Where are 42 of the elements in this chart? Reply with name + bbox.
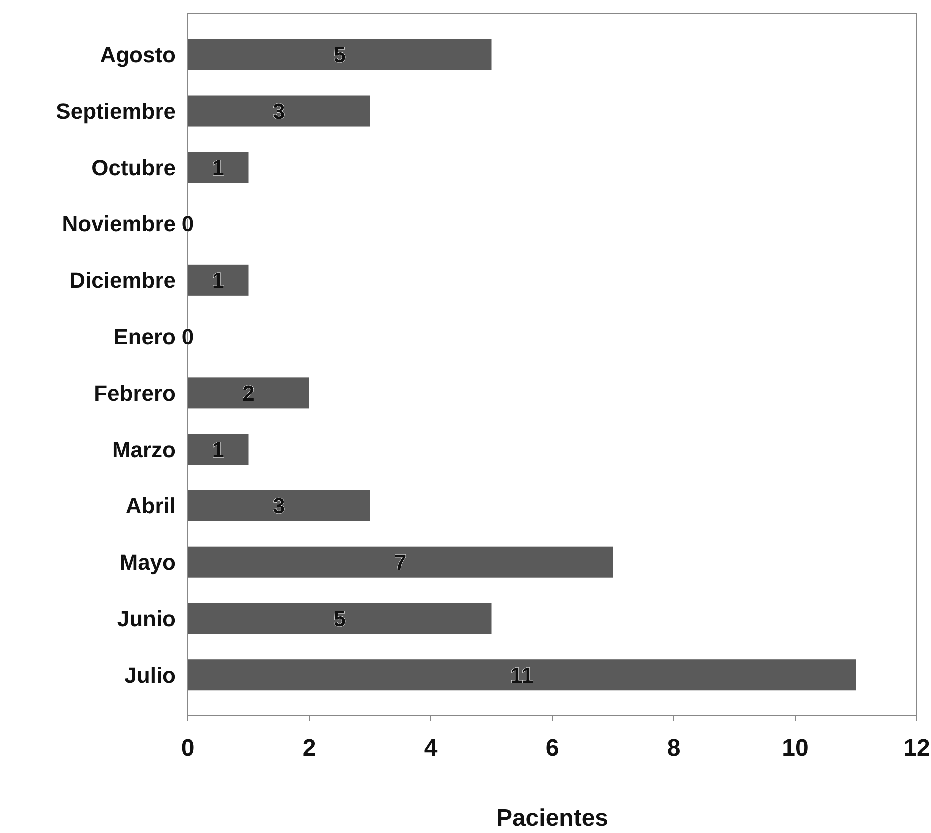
y-tick-label: Septiembre xyxy=(56,98,176,124)
data-label: 11 xyxy=(510,662,534,688)
y-tick-label: Marzo xyxy=(112,437,176,462)
y-tick-label: Enero xyxy=(114,324,176,350)
bar xyxy=(188,546,614,578)
data-label: 1 xyxy=(212,268,224,294)
y-tick-label: Febrero xyxy=(94,380,176,406)
data-label: 0 xyxy=(182,324,194,350)
data-label: 1 xyxy=(212,155,224,180)
bar xyxy=(188,434,249,466)
data-label: 3 xyxy=(273,494,286,519)
bar xyxy=(188,603,492,634)
x-tick-label: 6 xyxy=(546,735,560,762)
y-tick-label: Agosto xyxy=(100,42,176,68)
bar xyxy=(188,39,492,70)
x-tick-label: 2 xyxy=(302,735,316,762)
y-tick-label: Mayo xyxy=(120,550,176,576)
bar xyxy=(188,152,249,184)
bar xyxy=(188,378,310,409)
x-tick-label: 8 xyxy=(667,735,681,762)
data-label: 7 xyxy=(394,550,407,576)
x-axis-title: Pacientes xyxy=(496,805,609,832)
bar xyxy=(188,660,856,691)
data-label: 5 xyxy=(334,42,346,68)
y-tick-label: Octubre xyxy=(92,155,176,180)
x-tick-label: 4 xyxy=(424,735,438,762)
y-tick-label: Diciembre xyxy=(70,268,176,294)
y-tick-label: Julio xyxy=(124,662,176,688)
y-tick-label: Junio xyxy=(117,606,176,632)
data-label: 0 xyxy=(182,212,194,237)
y-tick-label: Noviembre xyxy=(62,212,176,237)
bar xyxy=(188,264,249,296)
data-label: 5 xyxy=(334,606,346,632)
data-label: 2 xyxy=(242,380,255,406)
data-label: 1 xyxy=(212,437,224,462)
y-tick-label: Abril xyxy=(126,494,176,519)
bar xyxy=(188,490,370,522)
bar xyxy=(188,96,370,127)
x-tick-label: 10 xyxy=(782,735,809,762)
x-tick-label: 12 xyxy=(904,735,930,762)
x-tick-label: 0 xyxy=(181,735,195,762)
data-label: 3 xyxy=(273,98,286,124)
